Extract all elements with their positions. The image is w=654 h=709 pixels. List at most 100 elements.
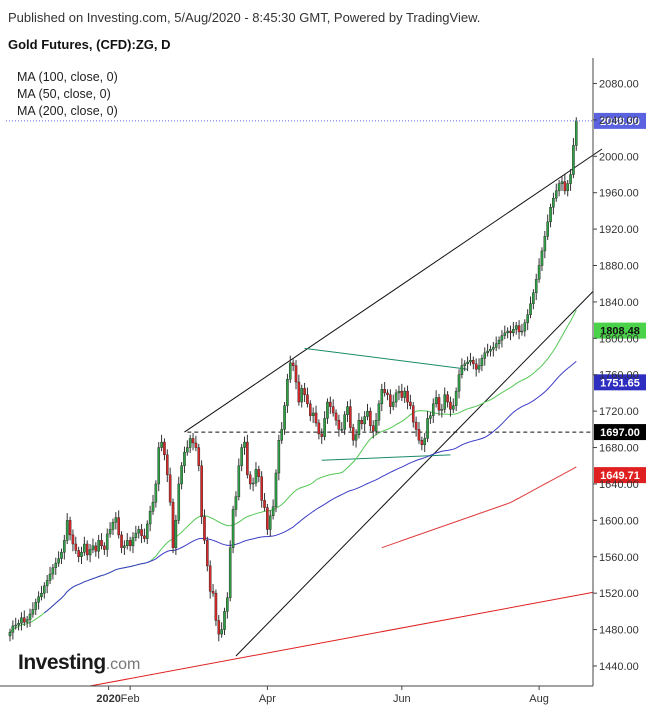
candle-body	[417, 429, 421, 441]
candle-body	[391, 401, 395, 407]
candle-body	[360, 420, 364, 425]
candle-body	[517, 325, 521, 333]
candle-body	[366, 410, 369, 417]
candle-body	[349, 406, 352, 428]
candle-body	[492, 347, 495, 350]
candle-body	[174, 520, 178, 548]
price-label-0-box	[594, 322, 646, 339]
candle-body	[397, 390, 401, 394]
price-label-3-box	[594, 467, 646, 484]
candle-body	[191, 438, 195, 444]
candle-body	[97, 540, 100, 552]
candle-body	[125, 540, 129, 547]
candle-body	[529, 303, 532, 315]
candle-body	[105, 533, 109, 550]
price-label-0-text: 1808.48	[600, 326, 640, 338]
candle-body	[240, 447, 243, 466]
candle-body	[103, 545, 106, 550]
candle-body	[374, 420, 378, 432]
candle-body	[231, 509, 235, 548]
candle-body	[34, 602, 38, 610]
price-label-1-text: 1751.65	[600, 377, 640, 389]
candle-body	[83, 543, 86, 553]
candle-body	[20, 617, 23, 624]
logo-suffix: .com	[105, 656, 141, 673]
candle-body	[357, 420, 361, 435]
candle-body	[68, 520, 72, 536]
candle-body	[446, 394, 449, 403]
candle-body	[237, 465, 241, 497]
candle-body	[31, 609, 35, 615]
candle-body	[217, 620, 221, 635]
candle-body	[311, 412, 315, 416]
candle-body	[394, 392, 398, 403]
candle-body	[460, 365, 464, 375]
candle-body	[234, 496, 238, 510]
candle-body	[389, 394, 392, 407]
candle-body	[220, 629, 223, 635]
y-tick-label: 2040.00	[599, 115, 639, 127]
candle-body	[552, 197, 555, 208]
candle-body	[48, 573, 52, 581]
candle-body	[557, 183, 561, 192]
candle-body	[65, 520, 69, 541]
indicator-ma100: MA (100, close, 0)	[17, 70, 118, 84]
candle-body	[274, 472, 278, 507]
candle-body	[426, 418, 429, 439]
y-tick-label: 1440.00	[599, 661, 639, 673]
candle-body	[54, 562, 58, 568]
candle-body	[248, 474, 252, 485]
candle-body	[314, 412, 318, 424]
x-tick-label: Feb	[121, 693, 140, 705]
candle-body	[563, 181, 567, 192]
candle-body	[449, 401, 452, 410]
trendline-drawings	[89, 148, 603, 687]
logo-brand: Investing	[18, 651, 106, 674]
y-tick-label: 1480.00	[599, 625, 639, 637]
candle-body	[411, 405, 415, 423]
candle-body	[326, 401, 329, 419]
y-tick-label: 1960.00	[599, 188, 639, 200]
candle-body	[40, 592, 43, 598]
candle-body	[331, 406, 335, 414]
candle-body	[434, 397, 438, 405]
candlestick-series	[8, 117, 578, 642]
candle-body	[145, 523, 149, 539]
candle-body	[574, 120, 578, 146]
candle-body	[226, 597, 229, 612]
ma200-line	[381, 466, 577, 549]
candle-body	[74, 543, 78, 551]
candle-body	[354, 434, 358, 441]
candle-body	[288, 362, 292, 380]
candle-body	[246, 441, 249, 476]
candle-body	[197, 447, 201, 466]
candle-body	[560, 181, 564, 184]
candle-body	[369, 410, 372, 426]
candle-body	[114, 517, 118, 523]
candle-body	[260, 476, 263, 501]
candle-body	[280, 429, 284, 441]
candle-body	[17, 623, 20, 626]
candle-body	[120, 534, 123, 548]
candle-body	[523, 322, 527, 332]
candle-body	[554, 190, 558, 199]
candle-body	[91, 545, 95, 550]
candle-body	[452, 405, 455, 410]
candle-body	[320, 433, 324, 437]
candle-body	[534, 278, 538, 294]
y-tick-label: 1920.00	[599, 224, 639, 236]
candle-body	[477, 365, 481, 370]
candle-body	[497, 339, 501, 344]
candle-body	[540, 250, 544, 266]
candle-body	[383, 389, 386, 394]
candle-body	[566, 183, 569, 192]
candle-body	[63, 540, 66, 553]
y-tick-label: 1840.00	[599, 297, 639, 309]
y-tick-label: 1720.00	[599, 406, 639, 418]
candle-body	[123, 545, 126, 548]
candle-body	[14, 624, 18, 627]
candle-body	[165, 454, 169, 476]
y-tick-label: 1800.00	[599, 333, 639, 345]
candle-body	[286, 379, 289, 406]
